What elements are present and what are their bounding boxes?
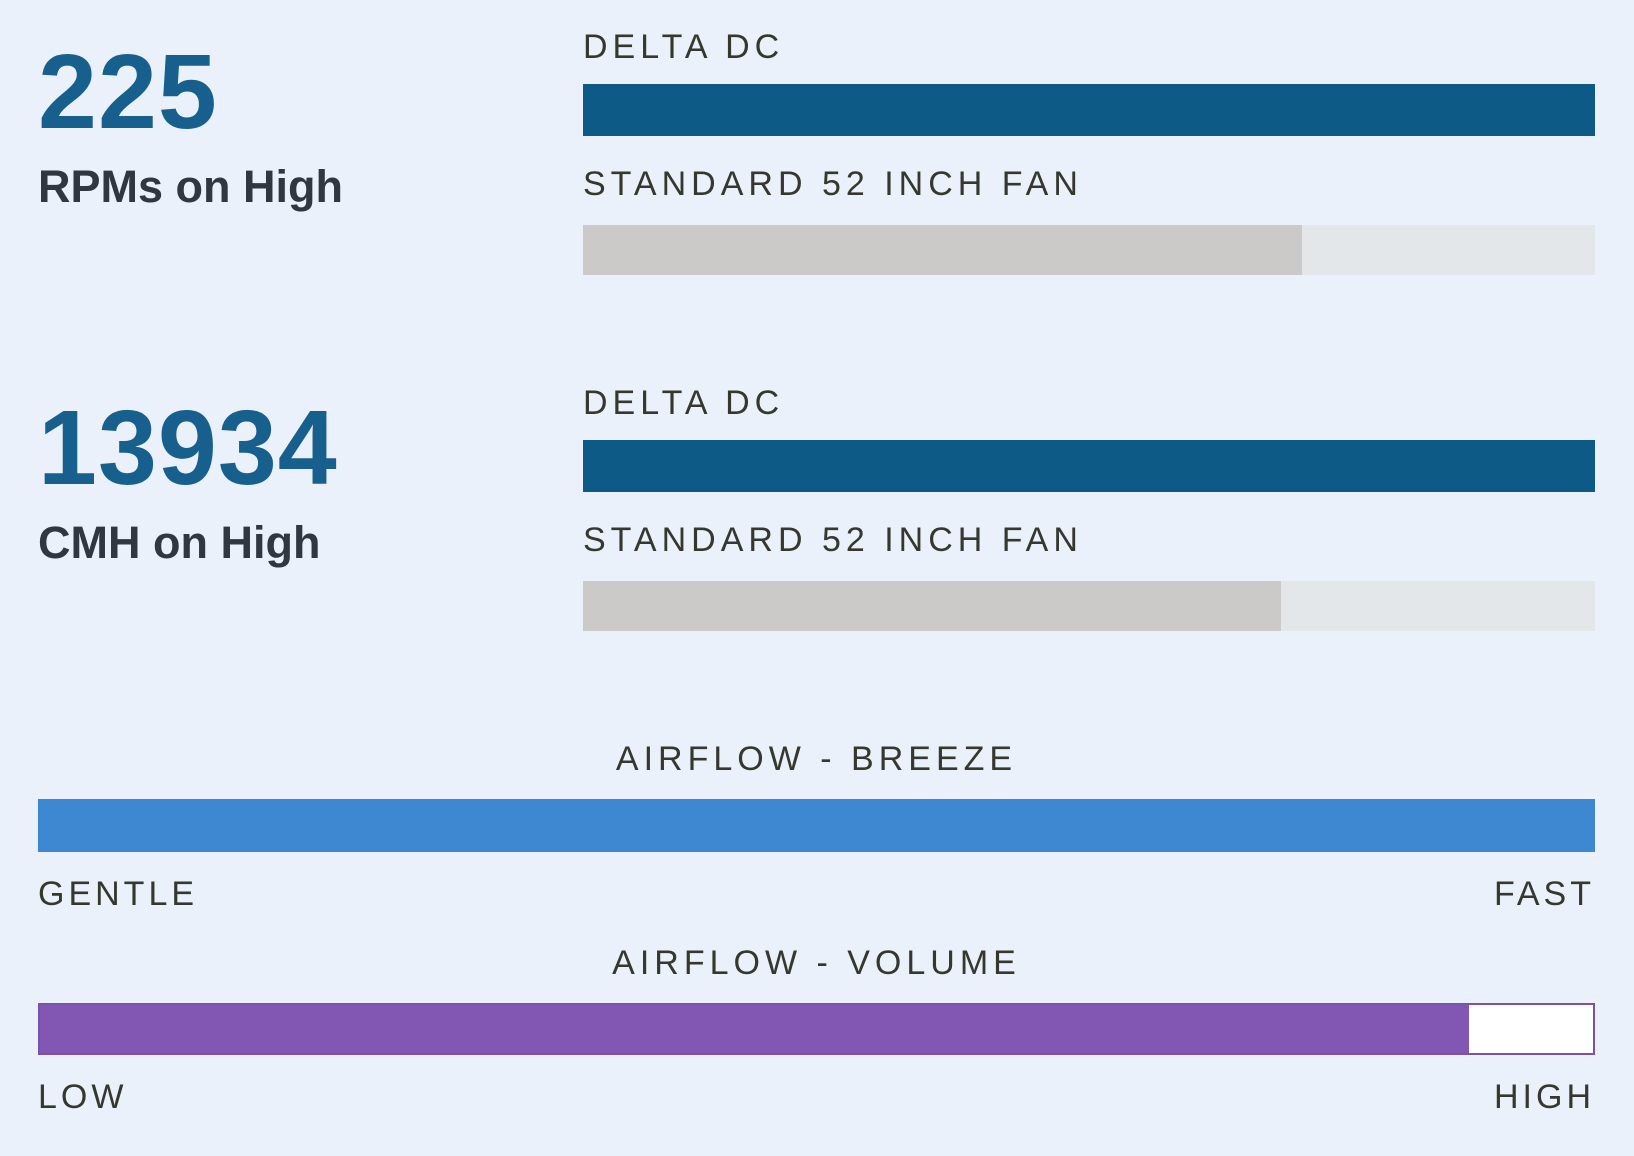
cmh-stat-block: 13934 CMH on High bbox=[38, 383, 583, 569]
rpm-standard-bar-fill bbox=[583, 225, 1302, 275]
cmh-standard-bar-label: STANDARD 52 INCH FAN bbox=[583, 521, 1083, 559]
cmh-delta-bar-track bbox=[583, 440, 1595, 492]
airflow-volume-fill bbox=[40, 1005, 1469, 1053]
comparison-row-rpm: 225 RPMs on High DELTA DC STANDARD 52 IN… bbox=[38, 27, 1595, 275]
airflow-breeze-max-label: FAST bbox=[1493, 875, 1595, 913]
rpm-stat-value: 225 bbox=[38, 33, 218, 151]
rpm-delta-bar-track bbox=[583, 84, 1595, 136]
airflow-breeze-min-label: GENTLE bbox=[38, 875, 199, 913]
airflow-breeze-scale-labels: GENTLE FAST bbox=[38, 874, 1595, 915]
rpm-standard-bar-label: STANDARD 52 INCH FAN bbox=[583, 165, 1083, 203]
rpm-bars-block: DELTA DC STANDARD 52 INCH FAN bbox=[583, 27, 1595, 275]
comparison-row-cmh: 13934 CMH on High DELTA DC STANDARD 52 I… bbox=[38, 383, 1595, 631]
airflow-breeze-track bbox=[38, 799, 1595, 852]
cmh-standard-bar-track bbox=[583, 581, 1595, 631]
airflow-volume-max-label: HIGH bbox=[1494, 1078, 1595, 1116]
airflow-volume-scale-labels: LOW HIGH bbox=[38, 1077, 1595, 1118]
airflow-volume-track bbox=[38, 1003, 1595, 1055]
airflow-volume-title: AIRFLOW - VOLUME bbox=[612, 944, 1021, 982]
airflow-breeze-fill bbox=[38, 799, 1595, 852]
cmh-standard-bar-fill bbox=[583, 581, 1282, 631]
airflow-breeze-title: AIRFLOW - BREEZE bbox=[615, 740, 1018, 778]
cmh-stat-unit: CMH on High bbox=[38, 517, 321, 568]
rpm-stat-unit: RPMs on High bbox=[38, 161, 343, 212]
cmh-stat-value: 13934 bbox=[38, 389, 338, 507]
rpm-standard-bar-track bbox=[583, 225, 1595, 275]
cmh-delta-bar-label: DELTA DC bbox=[583, 384, 785, 422]
airflow-breeze-block: AIRFLOW - BREEZE GENTLE FAST bbox=[38, 739, 1595, 915]
rpm-delta-bar-label: DELTA DC bbox=[583, 28, 785, 66]
rpm-stat-block: 225 RPMs on High bbox=[38, 27, 583, 213]
airflow-volume-block: AIRFLOW - VOLUME LOW HIGH bbox=[38, 943, 1595, 1118]
airflow-volume-min-label: LOW bbox=[38, 1078, 128, 1116]
rpm-delta-bar-fill bbox=[583, 84, 1595, 136]
cmh-delta-bar-fill bbox=[583, 440, 1595, 492]
cmh-bars-block: DELTA DC STANDARD 52 INCH FAN bbox=[583, 383, 1595, 631]
